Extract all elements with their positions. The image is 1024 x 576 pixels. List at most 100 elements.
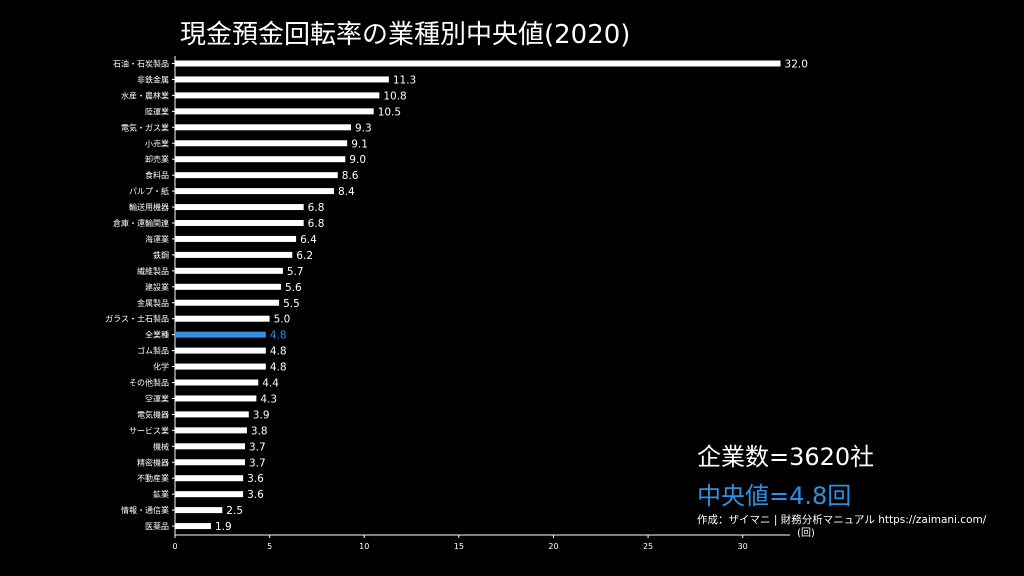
category-label: 海運業 — [145, 234, 169, 244]
category-label: 建設業 — [145, 282, 169, 292]
bar — [175, 283, 281, 290]
category-label: 全業種 — [145, 330, 169, 340]
category-label: 鉄鋼 — [153, 250, 169, 260]
value-label: 4.8 — [270, 362, 287, 374]
value-label: 9.1 — [351, 138, 368, 150]
value-label: 6.8 — [308, 218, 325, 230]
company-count-label: 企業数=3620社 — [697, 443, 875, 471]
category-label: ゴム製品 — [137, 346, 169, 356]
category-label: その他製品 — [129, 378, 169, 388]
category-label: 医薬品 — [145, 521, 169, 531]
category-label: 倉庫・運輸関連 — [113, 218, 169, 228]
bar — [175, 427, 247, 434]
bar — [175, 267, 283, 274]
x-tick-label: 5 — [267, 542, 272, 551]
category-label: ガラス・土石製品 — [105, 314, 169, 324]
bar — [175, 443, 246, 450]
value-label: 10.5 — [378, 106, 401, 118]
bar — [175, 108, 374, 115]
category-label: 小売業 — [145, 138, 169, 148]
bar-highlight — [175, 331, 266, 338]
category-label: 精密機器 — [137, 457, 169, 467]
bar — [175, 507, 223, 514]
value-label: 4.8 — [270, 330, 287, 342]
category-label: 陸運業 — [145, 106, 169, 116]
category-label: サービス業 — [129, 425, 169, 435]
value-label: 4.4 — [262, 378, 279, 390]
bar — [175, 395, 257, 402]
bar — [175, 315, 270, 322]
bar — [175, 299, 280, 306]
value-label: 2.5 — [226, 505, 243, 517]
median-label: 中央値=4.8回 — [697, 482, 852, 510]
bar — [175, 188, 334, 195]
category-label: 繊維製品 — [137, 266, 169, 276]
value-label: 6.2 — [296, 250, 313, 262]
value-label: 8.6 — [342, 170, 359, 182]
category-label: 水産・農林業 — [121, 90, 169, 100]
bar — [175, 475, 244, 482]
value-label: 5.0 — [274, 314, 291, 326]
value-label: 3.7 — [249, 457, 266, 469]
x-tick-label: 10 — [359, 542, 369, 551]
value-label: 6.8 — [308, 202, 325, 214]
x-tick-label: 0 — [172, 542, 177, 551]
category-label: 機械 — [153, 441, 169, 451]
x-tick-label: 20 — [548, 542, 558, 551]
category-label: 電気・ガス業 — [121, 122, 169, 132]
bar — [175, 204, 304, 211]
bar — [175, 379, 259, 386]
bar — [175, 411, 249, 418]
x-axis-label: (回) — [797, 527, 815, 539]
credit-text: 作成：ザイマニ | 財務分析マニュアル https://zaimani.com/ — [697, 514, 987, 526]
value-label: 10.8 — [383, 90, 406, 102]
bar — [175, 459, 246, 466]
value-label: 4.8 — [270, 346, 287, 358]
value-label: 3.7 — [249, 441, 266, 453]
x-tick-label: 25 — [643, 542, 653, 551]
bar — [175, 363, 266, 370]
bar — [175, 140, 348, 147]
bar — [175, 347, 266, 354]
category-label: 非鉄金属 — [137, 74, 169, 84]
bar — [175, 251, 293, 258]
category-label: 不動産業 — [137, 473, 169, 483]
value-label: 3.6 — [247, 489, 264, 501]
value-label: 5.7 — [287, 266, 304, 278]
bar — [175, 235, 297, 242]
category-label: パルプ・紙 — [129, 186, 169, 196]
value-label: 5.6 — [285, 282, 302, 294]
value-label: 3.8 — [251, 425, 268, 437]
category-label: 卸売業 — [145, 154, 169, 164]
value-label: 3.9 — [253, 409, 270, 421]
value-label: 4.3 — [260, 393, 277, 405]
x-tick-label: 15 — [454, 542, 464, 551]
chart-title: 現金預金回転率の業種別中央値(2020) — [180, 20, 631, 50]
value-label: 9.3 — [355, 122, 372, 134]
bar — [175, 491, 244, 498]
bar — [175, 92, 380, 99]
bar — [175, 124, 351, 131]
value-label: 9.0 — [349, 154, 366, 166]
category-label: 電気機器 — [137, 409, 169, 419]
bar — [175, 220, 304, 226]
category-label: 金属製品 — [137, 298, 169, 308]
value-label: 6.4 — [300, 234, 317, 246]
value-label: 3.6 — [247, 473, 264, 485]
value-label: 8.4 — [338, 186, 355, 198]
value-label: 1.9 — [215, 521, 232, 533]
category-label: 化学 — [153, 362, 169, 372]
value-label: 11.3 — [393, 74, 416, 86]
category-label: 食料品 — [145, 170, 169, 180]
category-label: 輸送用機器 — [129, 202, 169, 212]
bar — [175, 60, 781, 67]
category-label: 情報・通信業 — [121, 505, 169, 515]
bar — [175, 523, 211, 530]
category-label: 鉱業 — [153, 489, 169, 499]
bar — [175, 76, 389, 83]
value-label: 32.0 — [785, 59, 808, 71]
category-label: 空運業 — [145, 393, 169, 403]
value-label: 5.5 — [283, 298, 300, 310]
x-tick-label: 30 — [738, 542, 748, 551]
